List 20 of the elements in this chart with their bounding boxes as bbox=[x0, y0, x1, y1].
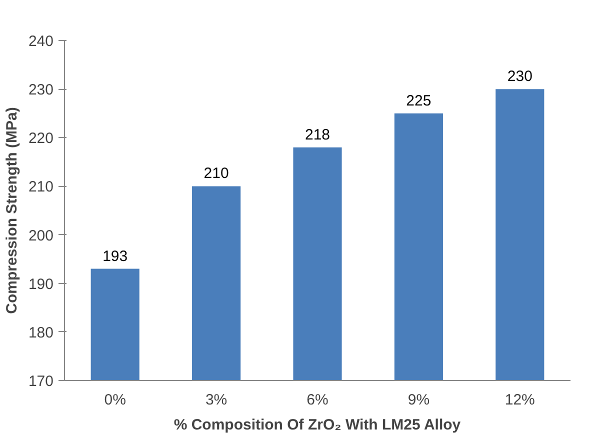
x-tick-label: 9% bbox=[408, 392, 430, 408]
y-tick-label: 220 bbox=[28, 130, 54, 148]
y-tick-label: 240 bbox=[28, 33, 54, 50]
y-tick-label: 200 bbox=[28, 227, 54, 244]
y-tick-label: 230 bbox=[28, 82, 54, 99]
x-tick-label: 3% bbox=[205, 392, 228, 408]
data-label: 230 bbox=[507, 68, 532, 86]
x-tick-label: 0% bbox=[104, 392, 126, 408]
data-label: 193 bbox=[102, 248, 128, 265]
y-tick-label: 190 bbox=[28, 276, 54, 293]
y-axis-title: Compression Strength (MPa) bbox=[3, 107, 20, 314]
data-label: 218 bbox=[304, 126, 330, 144]
y-tick-label: 180 bbox=[28, 324, 54, 342]
y-tick-label: 170 bbox=[28, 373, 54, 390]
y-tick-label: 210 bbox=[28, 178, 54, 196]
data-label: 210 bbox=[204, 165, 229, 182]
x-tick-label: 12% bbox=[504, 392, 535, 408]
x-axis-title: % Composition Of ZrO₂ With LM25 Alloy bbox=[174, 416, 462, 434]
data-label: 225 bbox=[406, 92, 432, 110]
x-tick-label: 6% bbox=[306, 392, 328, 408]
